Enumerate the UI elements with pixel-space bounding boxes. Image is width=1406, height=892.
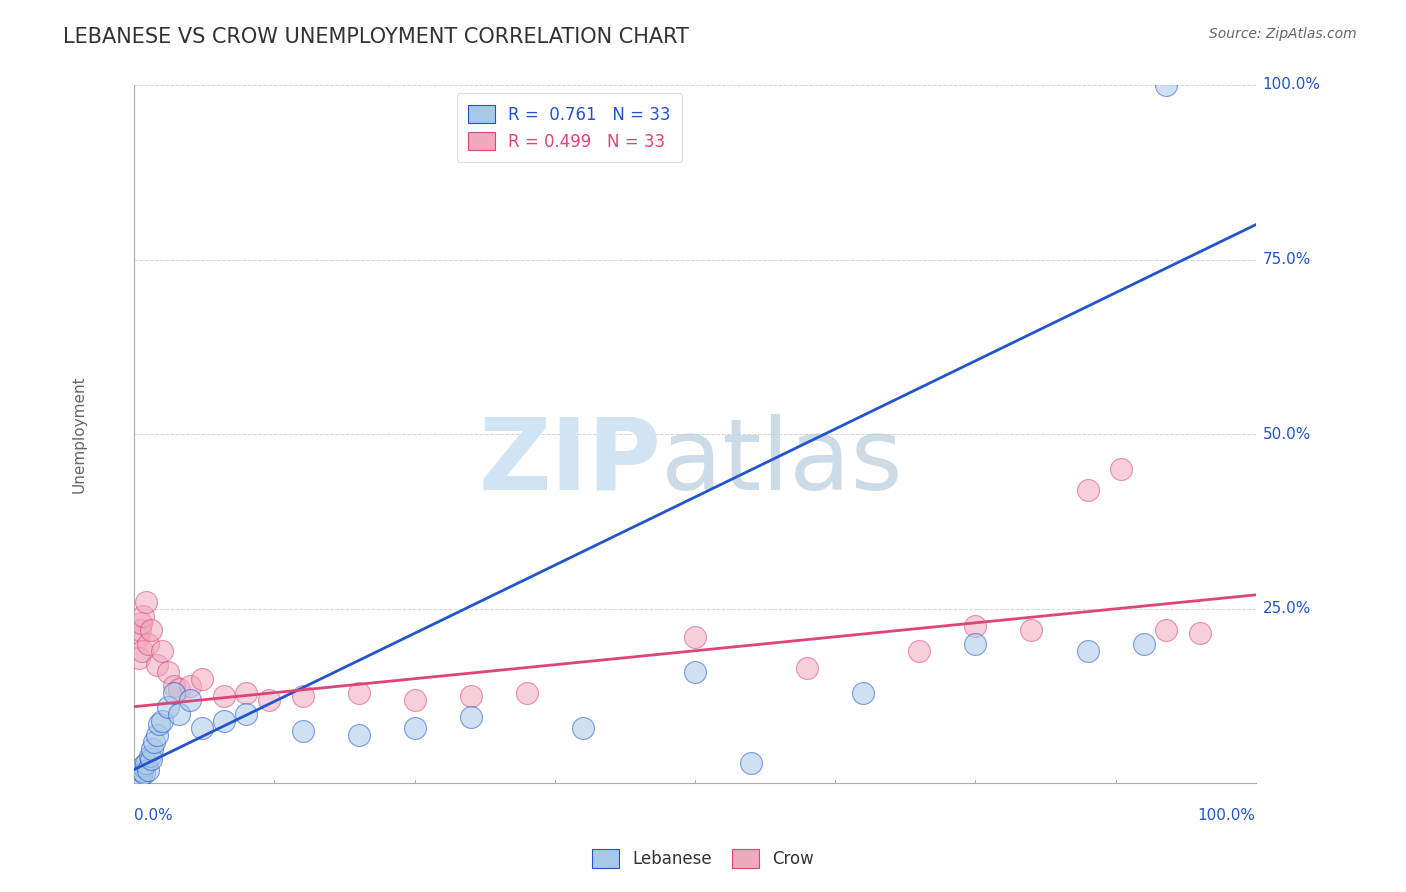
Point bbox=[683, 665, 706, 679]
Point bbox=[516, 686, 538, 700]
Point bbox=[235, 706, 257, 721]
Point bbox=[136, 763, 159, 777]
Text: 0.0%: 0.0% bbox=[135, 808, 173, 823]
Point bbox=[347, 686, 370, 700]
Point bbox=[134, 766, 156, 780]
Text: 75.0%: 75.0% bbox=[1263, 252, 1310, 267]
Point bbox=[139, 623, 162, 637]
Point bbox=[162, 686, 184, 700]
Point bbox=[127, 630, 149, 644]
Point bbox=[965, 637, 987, 651]
Point bbox=[291, 724, 314, 739]
Text: atlas: atlas bbox=[661, 414, 903, 510]
Text: 50.0%: 50.0% bbox=[1263, 426, 1310, 442]
Point bbox=[132, 759, 155, 773]
Point bbox=[908, 644, 931, 658]
Point bbox=[291, 689, 314, 703]
Point bbox=[257, 692, 280, 706]
Point bbox=[129, 768, 152, 782]
Point bbox=[143, 734, 166, 748]
Point bbox=[136, 637, 159, 651]
Legend: Lebanese, Crow: Lebanese, Crow bbox=[586, 843, 820, 875]
Point bbox=[179, 692, 201, 706]
Text: Unemployment: Unemployment bbox=[72, 376, 86, 493]
Point bbox=[129, 623, 152, 637]
Text: 100.0%: 100.0% bbox=[1263, 78, 1320, 93]
Point bbox=[150, 714, 173, 728]
Point bbox=[156, 665, 179, 679]
Point bbox=[139, 748, 162, 763]
Point bbox=[162, 679, 184, 693]
Point bbox=[145, 657, 167, 672]
Point bbox=[1188, 626, 1211, 640]
Point bbox=[134, 756, 156, 770]
Text: 100.0%: 100.0% bbox=[1198, 808, 1256, 823]
Point bbox=[740, 756, 762, 770]
Point bbox=[1109, 462, 1132, 476]
Point bbox=[190, 721, 212, 735]
Point bbox=[460, 689, 482, 703]
Point bbox=[128, 650, 150, 665]
Text: 25.0%: 25.0% bbox=[1263, 601, 1310, 616]
Point bbox=[235, 686, 257, 700]
Point bbox=[150, 644, 173, 658]
Legend: R =  0.761   N = 33, R = 0.499   N = 33: R = 0.761 N = 33, R = 0.499 N = 33 bbox=[457, 94, 682, 162]
Point bbox=[156, 699, 179, 714]
Point bbox=[1154, 78, 1177, 92]
Point bbox=[404, 721, 426, 735]
Point bbox=[1154, 623, 1177, 637]
Point bbox=[134, 595, 156, 609]
Point bbox=[139, 752, 162, 766]
Point bbox=[572, 721, 595, 735]
Point bbox=[129, 615, 152, 630]
Point bbox=[1021, 623, 1043, 637]
Point bbox=[141, 741, 163, 756]
Point bbox=[190, 672, 212, 686]
Point bbox=[167, 682, 190, 697]
Point bbox=[128, 771, 150, 785]
Point bbox=[460, 710, 482, 724]
Text: LEBANESE VS CROW UNEMPLOYMENT CORRELATION CHART: LEBANESE VS CROW UNEMPLOYMENT CORRELATIO… bbox=[63, 27, 689, 46]
Point bbox=[965, 619, 987, 633]
Point bbox=[179, 679, 201, 693]
Point bbox=[404, 692, 426, 706]
Point bbox=[145, 728, 167, 742]
Point bbox=[683, 630, 706, 644]
Point bbox=[1076, 644, 1098, 658]
Point bbox=[167, 706, 190, 721]
Point bbox=[148, 717, 170, 731]
Point bbox=[131, 764, 153, 778]
Point bbox=[1076, 483, 1098, 497]
Text: ZIP: ZIP bbox=[478, 414, 661, 510]
Point bbox=[1132, 637, 1154, 651]
Point bbox=[132, 608, 155, 623]
Point bbox=[852, 686, 875, 700]
Point bbox=[212, 714, 235, 728]
Point bbox=[347, 728, 370, 742]
Point bbox=[131, 644, 153, 658]
Point bbox=[212, 689, 235, 703]
Text: Source: ZipAtlas.com: Source: ZipAtlas.com bbox=[1209, 27, 1357, 41]
Point bbox=[796, 661, 818, 675]
